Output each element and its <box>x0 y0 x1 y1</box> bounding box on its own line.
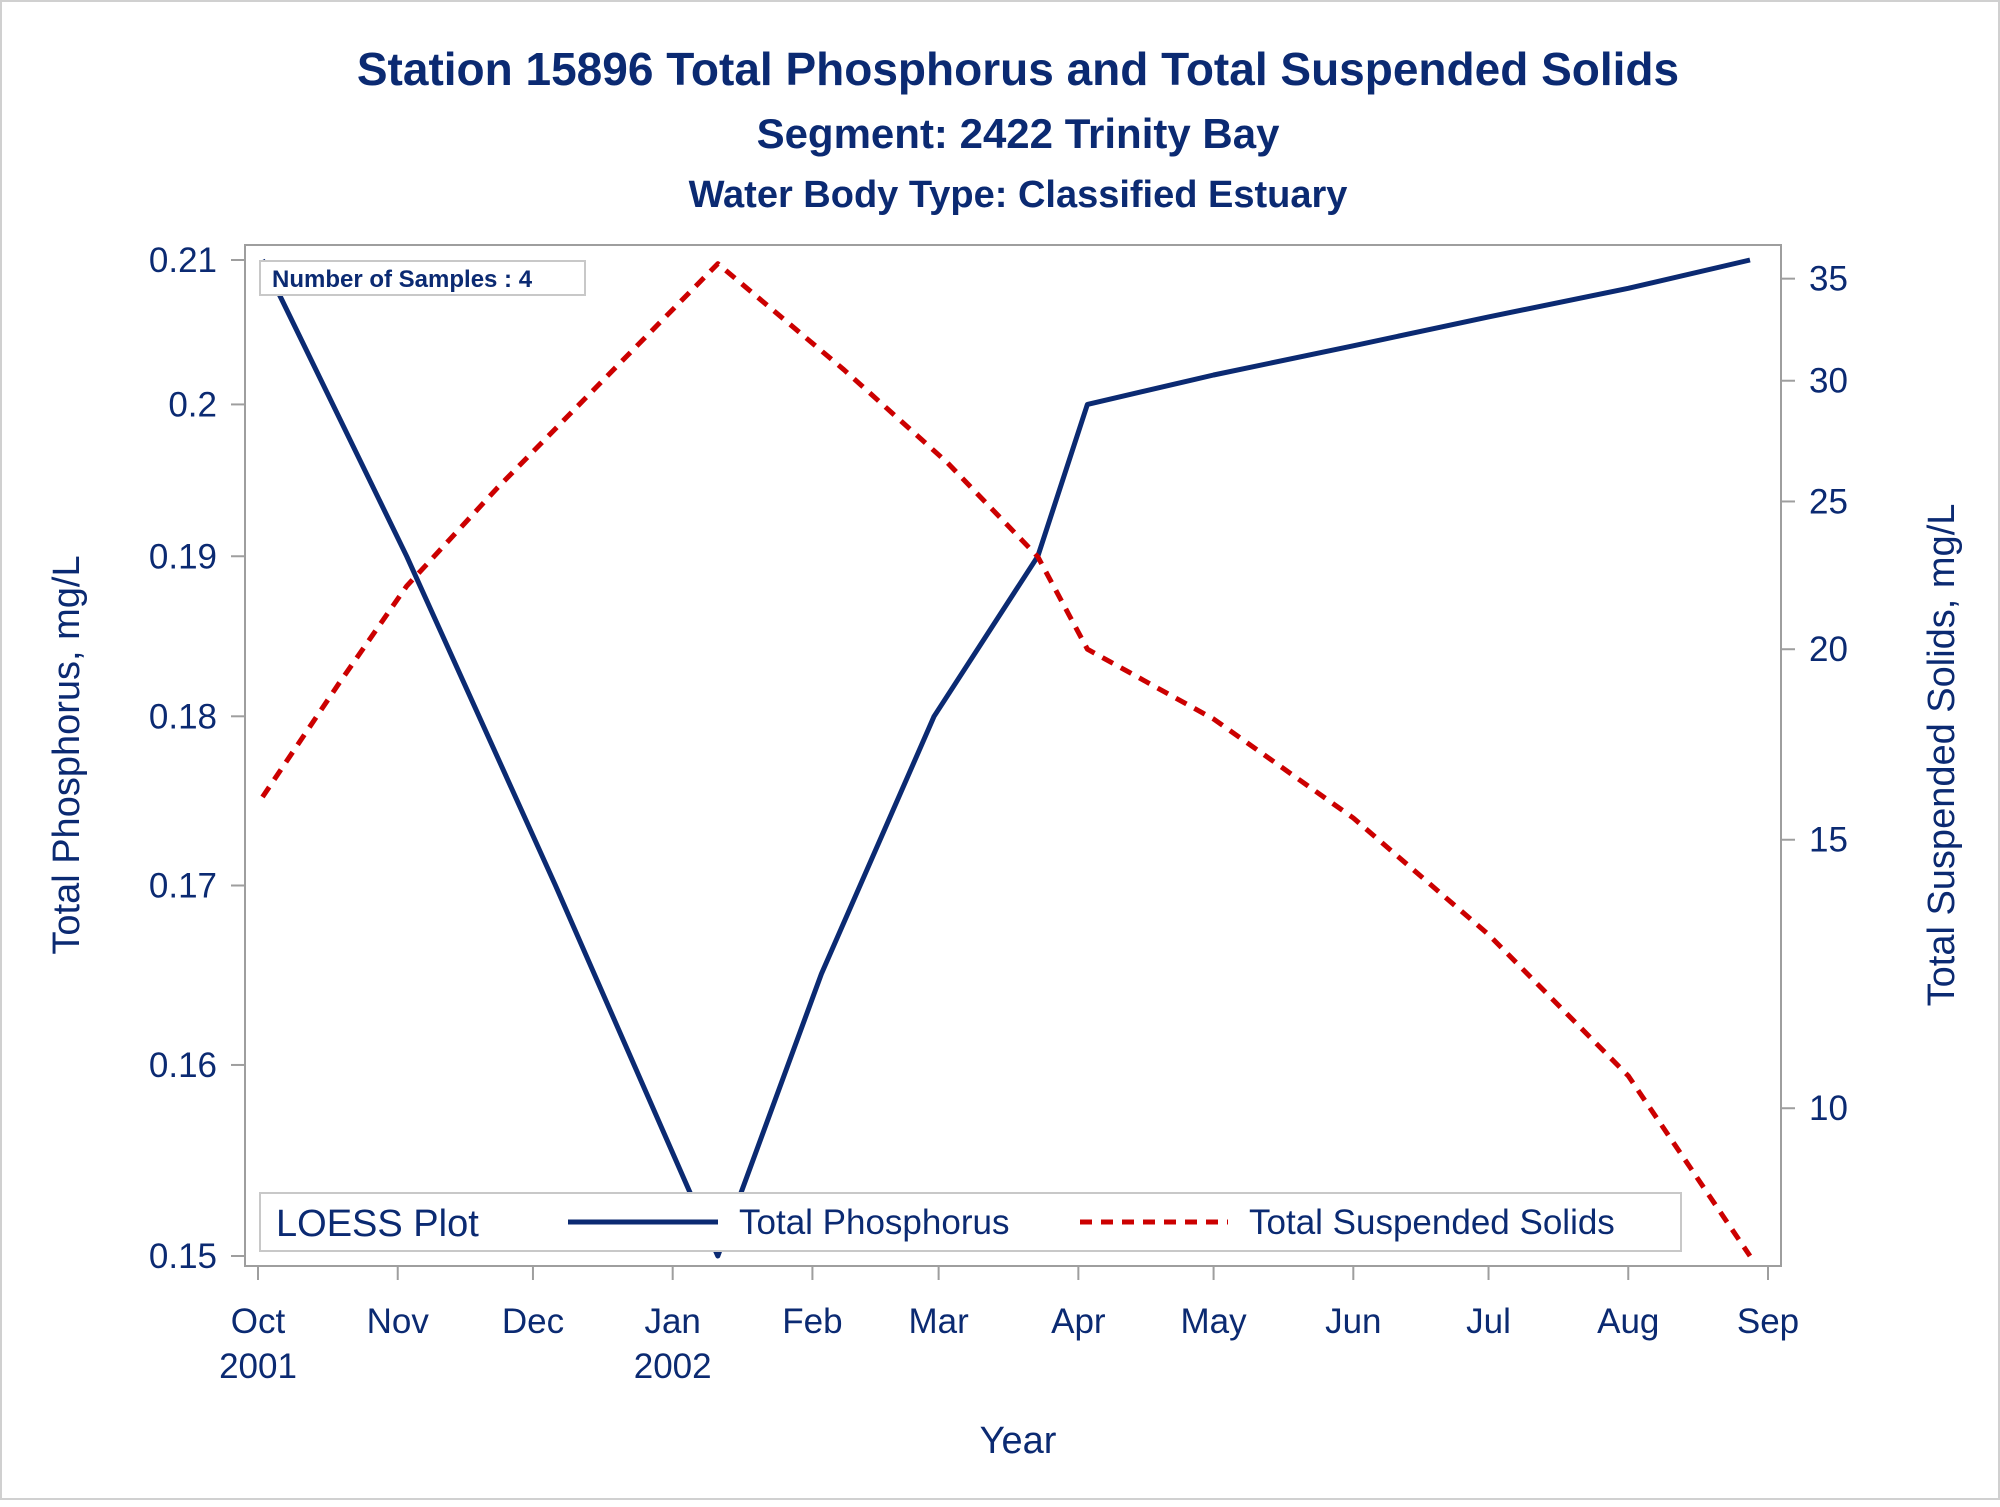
y2-tick-label: 30 <box>1809 362 1848 401</box>
sample-count-box <box>259 260 586 296</box>
x-tick-label: Apr <box>1051 1302 1106 1341</box>
x-tick-label: Oct <box>231 1302 286 1341</box>
sample-count-annotation: Number of Samples : 4 <box>272 266 533 293</box>
x-tick-label: Sep <box>1737 1302 1799 1341</box>
plot-area <box>244 244 1782 1267</box>
y2-tick-label: 15 <box>1809 821 1848 860</box>
x-tick-label: Aug <box>1597 1302 1659 1341</box>
y2-tick-label: 35 <box>1809 260 1848 299</box>
x-tick-label: Jan <box>644 1302 700 1341</box>
y2-tick-label: 20 <box>1809 630 1848 669</box>
y-axis-title: Total Phosphorus, mg/L <box>46 555 88 954</box>
series-group <box>260 257 1753 1259</box>
y2-tick-label: 25 <box>1809 482 1848 521</box>
y-tick-label: 0.18 <box>149 697 217 736</box>
y-tick-label: 0.16 <box>149 1046 217 1085</box>
chart-title: Station 15896 Total Phosphorus and Total… <box>357 43 1679 95</box>
series-line-total-phosphorus <box>260 257 1751 1259</box>
legend-label-total-suspended-solids: Total Suspended Solids <box>1249 1203 1615 1242</box>
x-tick-year-label: 2001 <box>219 1347 297 1386</box>
x-axis-title: Year <box>980 1420 1057 1462</box>
y-tick-label: 0.15 <box>149 1237 217 1276</box>
y-tick-label: 0.2 <box>168 385 217 424</box>
series-line-total-suspended-solids <box>260 261 1753 1258</box>
chart-subtitle: Segment: 2422 Trinity Bay <box>757 110 1281 157</box>
x-tick-label: Jul <box>1466 1302 1511 1341</box>
x-tick-year-label: 2002 <box>634 1347 712 1386</box>
legend-box <box>259 1192 1682 1252</box>
x-tick-label: Feb <box>782 1302 842 1341</box>
x-tick-label: Nov <box>367 1302 430 1341</box>
axes-group: Oct 2001 Nov Dec Jan 2002 Feb Mar Apr May Jun Jul Au… <box>149 241 1848 1386</box>
y-tick-label: 0.19 <box>149 537 217 576</box>
chart-subtitle-2: Water Body Type: Classified Estuary <box>689 174 1348 216</box>
y2-axis-title: Total Suspended Solids, mg/L <box>1921 504 1963 1007</box>
x-tick-label: Dec <box>502 1302 564 1341</box>
legend-label-total-phosphorus: Total Phosphorus <box>739 1203 1009 1242</box>
y-tick-label: 0.21 <box>149 241 217 280</box>
y2-tick-label: 10 <box>1809 1089 1848 1128</box>
legend-title: LOESS Plot <box>276 1203 479 1245</box>
x-tick-label: May <box>1181 1302 1248 1341</box>
y-tick-label: 0.17 <box>149 867 217 906</box>
x-tick-label: Jun <box>1325 1302 1381 1341</box>
x-tick-label: Mar <box>908 1302 969 1341</box>
